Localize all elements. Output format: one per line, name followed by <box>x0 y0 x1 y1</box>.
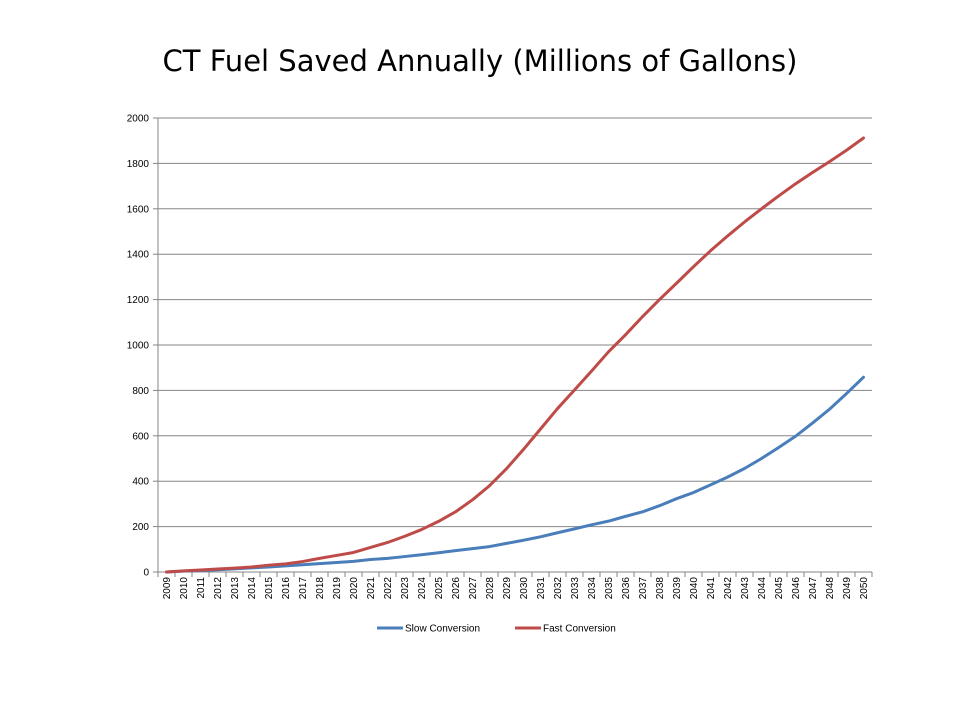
x-tick-label: 2016 <box>281 577 292 600</box>
chart-title: CT Fuel Saved Annually (Millions of Gall… <box>162 44 798 78</box>
legend-label: Fast Conversion <box>543 624 616 635</box>
x-tick-label: 2049 <box>842 577 853 600</box>
y-tick-label: 1600 <box>127 204 150 215</box>
x-tick-label: 2031 <box>536 577 547 600</box>
x-tick-label: 2026 <box>451 577 462 600</box>
y-tick-label: 400 <box>132 477 149 488</box>
y-tick-label: 0 <box>143 568 149 579</box>
x-tick-label: 2014 <box>247 577 258 600</box>
x-tick-label: 2040 <box>689 577 700 600</box>
x-tick-label: 2018 <box>315 577 326 600</box>
x-tick-label: 2041 <box>706 577 717 600</box>
x-tick-label: 2012 <box>213 577 224 600</box>
x-tick-label: 2042 <box>723 577 734 600</box>
y-tick-label: 800 <box>132 386 149 397</box>
x-tick-label: 2029 <box>502 577 513 600</box>
x-tick-label: 2033 <box>570 577 581 600</box>
x-tick-label: 2048 <box>825 577 836 600</box>
y-tick-label: 600 <box>132 431 149 442</box>
x-axis-tick-labels: 2009 2010 2011 2012 2013 2014 2015 2016 2017 2018… <box>162 577 870 600</box>
x-tick-label: 2039 <box>672 577 683 600</box>
x-tick-label: 2036 <box>621 577 632 600</box>
x-tick-label: 2009 <box>162 577 173 600</box>
x-tick-label: 2047 <box>808 577 819 600</box>
y-tick-label: 1200 <box>127 295 150 306</box>
x-tick-label: 2044 <box>757 577 768 600</box>
x-tick-label: 2024 <box>417 577 428 600</box>
gridlines <box>158 117 872 528</box>
x-tick-label: 2037 <box>638 577 649 600</box>
series-line-fast-conversion <box>165 136 865 574</box>
x-tick-label: 2017 <box>298 577 309 600</box>
x-tick-label: 2027 <box>468 577 479 600</box>
x-tick-label: 2023 <box>400 577 411 600</box>
legend-label: Slow Conversion <box>405 624 480 635</box>
axes <box>153 117 873 577</box>
y-tick-label: 1000 <box>127 341 150 352</box>
x-tick-label: 2043 <box>740 577 751 600</box>
x-tick-label: 2045 <box>774 577 785 600</box>
x-tick-label: 2013 <box>230 577 241 600</box>
x-tick-label: 2034 <box>587 577 598 600</box>
x-tick-label: 2021 <box>366 577 377 600</box>
x-tick-label: 2046 <box>791 577 802 600</box>
x-tick-label: 2010 <box>179 577 190 600</box>
x-tick-label: 2019 <box>332 577 343 600</box>
y-tick-label: 200 <box>132 522 149 533</box>
legend: Slow Conversion Fast Conversion <box>377 624 616 635</box>
x-tick-label: 2035 <box>604 577 615 600</box>
x-tick-label: 2025 <box>434 577 445 600</box>
y-tick-label: 2000 <box>127 114 150 125</box>
y-axis-tick-labels: 0 200 400 600 800 1000 1200 1400 1600 1800 2000 <box>127 114 150 579</box>
x-tick-label: 2022 <box>383 577 394 600</box>
x-tick-label: 2028 <box>485 577 496 600</box>
y-tick-label: 1800 <box>127 159 150 170</box>
x-tick-label: 2011 <box>196 577 207 599</box>
x-tick-label: 2015 <box>264 577 275 600</box>
x-tick-label: 2032 <box>553 577 564 600</box>
series-lines <box>165 136 865 574</box>
y-tick-label: 1400 <box>127 250 150 261</box>
series-line-slow-conversion <box>165 375 865 574</box>
x-tick-label: 2038 <box>655 577 666 600</box>
x-tick-label: 2020 <box>349 577 360 600</box>
x-tick-label: 2030 <box>519 577 530 600</box>
x-tick-label: 2050 <box>859 577 870 600</box>
